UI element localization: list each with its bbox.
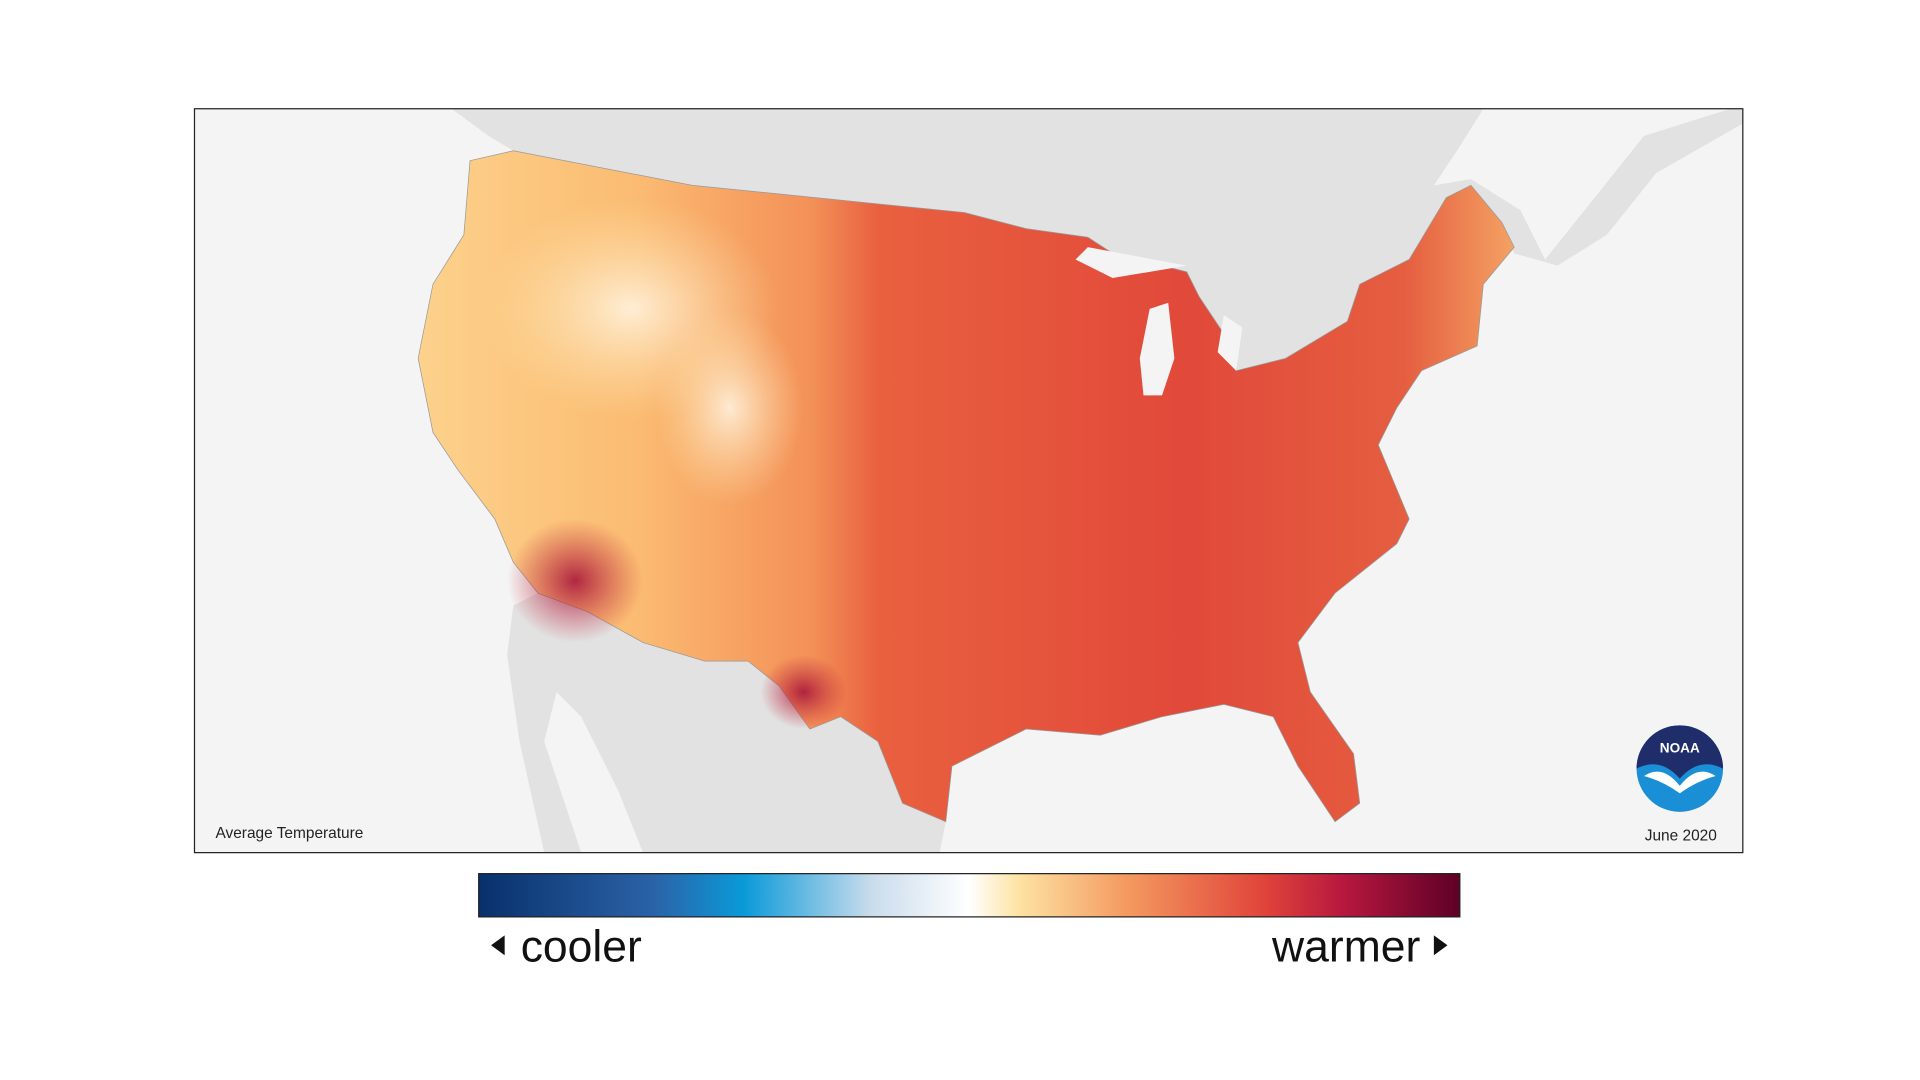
- arrow-right: [1433, 935, 1448, 956]
- logo-text: NOAA: [1660, 741, 1700, 756]
- legend-high: warmer: [1271, 922, 1420, 971]
- logo-top: [1636, 725, 1724, 779]
- legend-low: cooler: [521, 922, 642, 971]
- map-date: June 2020: [1645, 827, 1717, 844]
- color-scale: [478, 873, 1461, 918]
- arrow-left: [491, 935, 505, 956]
- lake-superior: [1075, 247, 1187, 279]
- map-title: Average Temperature: [215, 825, 363, 842]
- lake-huron: [1217, 315, 1243, 371]
- hot-region: [760, 654, 847, 730]
- lake-michigan: [1139, 302, 1175, 396]
- noaa-logo: NOAA: [1636, 725, 1724, 812]
- mexico-land: [507, 593, 946, 853]
- map-frame: [193, 108, 1744, 854]
- logo-bird: [1643, 771, 1716, 794]
- canada-land: [451, 108, 1743, 371]
- map-layers: [417, 108, 1743, 853]
- hot-region: [507, 518, 644, 643]
- cool-region: [655, 308, 804, 507]
